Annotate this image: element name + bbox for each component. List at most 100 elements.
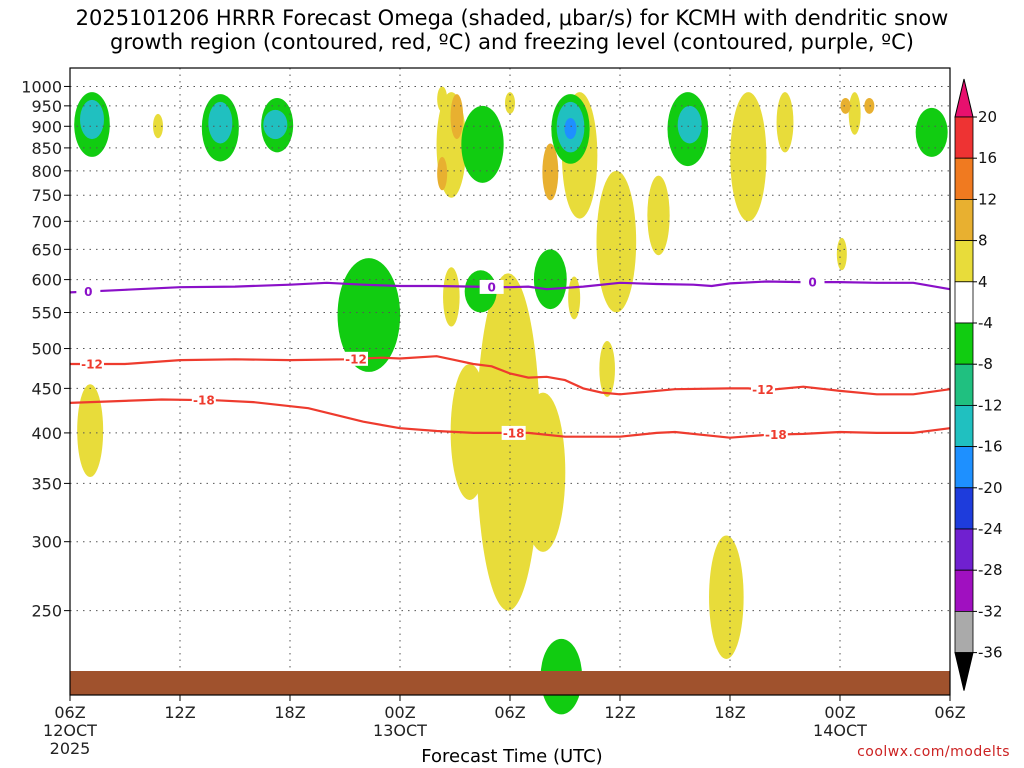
contour-label: -18 [765, 428, 787, 442]
y-tick-label: 750 [31, 186, 62, 205]
omega-cell [450, 94, 464, 140]
contour-label: -12 [345, 352, 367, 366]
x-tick-label: 06Z [54, 703, 85, 722]
contour-label: -12 [752, 383, 774, 397]
x-tick-label: 18Z [714, 703, 745, 722]
omega-cell [915, 107, 948, 157]
colorbar-label: -32 [978, 602, 1003, 620]
colorbar-label: 8 [978, 232, 988, 250]
omega-cell [153, 113, 163, 139]
colorbar-label: -16 [978, 438, 1003, 456]
colorbar-segment [954, 404, 974, 447]
y-tick-label: 500 [31, 340, 62, 359]
y-tick-label: 800 [31, 162, 62, 181]
contour-label-bg [76, 284, 101, 299]
omega-cell [520, 392, 566, 552]
contour-label-bg [751, 382, 775, 397]
colorbar-segment [954, 322, 974, 365]
colorbar-label: 12 [978, 190, 997, 208]
contour-label: -18 [193, 394, 215, 408]
colorbar-segment [954, 116, 974, 159]
x-tick-date: 14OCT [813, 721, 867, 740]
omega-cell [564, 117, 577, 140]
chart-title-line-1: 2025101206 HRRR Forecast Omega (shaded, … [75, 6, 949, 30]
y-tick-label: 250 [31, 602, 62, 621]
omega-cell [709, 535, 744, 659]
colorbar-segment [954, 446, 974, 489]
x-tick-label: 00Z [824, 703, 855, 722]
omega-shading-layer [74, 86, 948, 715]
contour-label-bg [763, 427, 788, 442]
colorbar-label: -12 [978, 396, 1003, 414]
colorbar-segment [954, 240, 974, 283]
colorbar-label: 4 [978, 273, 988, 291]
colorbar-label: -36 [978, 644, 1003, 662]
omega-cell [437, 156, 448, 191]
omega-cell [848, 92, 861, 135]
colorbar-bottom-arrow [954, 652, 974, 691]
source-credit: coolwx.com/modelts [857, 744, 1010, 760]
omega-cell [647, 175, 670, 256]
omega-cell [836, 237, 847, 271]
contour-label-bg [800, 275, 825, 290]
omega-cell [542, 143, 559, 201]
omega-cell [443, 267, 460, 327]
colorbar-segment [954, 528, 974, 571]
contour-layer: -18 -18 -18 -12 -12 -12 0 0 0 [69, 275, 951, 442]
x-tick-label: 18Z [274, 703, 305, 722]
omega-cell [776, 92, 794, 153]
y-tick-label: 1000 [21, 77, 62, 96]
contour-label-bg [191, 393, 216, 408]
grid-lines [70, 68, 950, 695]
contour-label: 0 [808, 276, 816, 290]
colorbar-label: 16 [978, 149, 997, 167]
omega-cell [208, 101, 233, 144]
omega-cell [337, 258, 401, 372]
colorbar-label: -4 [978, 314, 993, 332]
contour-line [70, 355, 951, 396]
contour-label-bg [80, 356, 104, 371]
ground-below-surface [70, 671, 950, 695]
contour-label: -18 [503, 426, 525, 440]
y-tick-label: 550 [31, 303, 62, 322]
colorbar-top-arrow [954, 78, 974, 118]
y-tick-label: 600 [31, 271, 62, 290]
omega-cell [461, 105, 504, 183]
omega-cell [77, 384, 104, 477]
x-tick-label: 12Z [604, 703, 635, 722]
x-tick-date: 13OCT [373, 721, 427, 740]
colorbar-segment [954, 363, 974, 406]
omega-cell [840, 97, 851, 114]
y-tick-label: 300 [31, 533, 62, 552]
x-axis-label: Forecast Time (UTC) [421, 746, 603, 767]
colorbar-segment [954, 611, 974, 654]
y-tick-label: 650 [31, 240, 62, 259]
x-tick-date: 12OCT [43, 721, 97, 740]
y-tick-label: 400 [31, 424, 62, 443]
y-tick-label: 700 [31, 212, 62, 231]
omega-cell [596, 170, 637, 313]
omega-cell [80, 99, 104, 140]
colorbar-segment [954, 281, 974, 324]
omega-cell [533, 249, 567, 310]
colorbar-label: -24 [978, 520, 1003, 538]
contour-label: 0 [84, 285, 92, 299]
contour-label: 0 [487, 280, 495, 294]
y-tick-label: 850 [31, 139, 62, 158]
x-tick-label: 00Z [384, 703, 415, 722]
y-tick-label: 350 [31, 474, 62, 493]
colorbar-label: -20 [978, 479, 1003, 497]
x-tick-label: 06Z [934, 703, 965, 722]
omega-cell [476, 273, 541, 611]
omega-cell [864, 97, 875, 114]
x-tick-label: 12Z [164, 703, 195, 722]
y-tick-label: 900 [31, 117, 62, 136]
contour-label: -12 [81, 357, 103, 371]
y-axis: 250 300 350 400 450 500 550 600 650 700 750 800 850 9… [21, 77, 70, 621]
y-tick-label: 950 [31, 97, 62, 116]
omega-cell [505, 92, 515, 114]
colorbar-segment [954, 487, 974, 530]
contour-line [69, 398, 951, 439]
